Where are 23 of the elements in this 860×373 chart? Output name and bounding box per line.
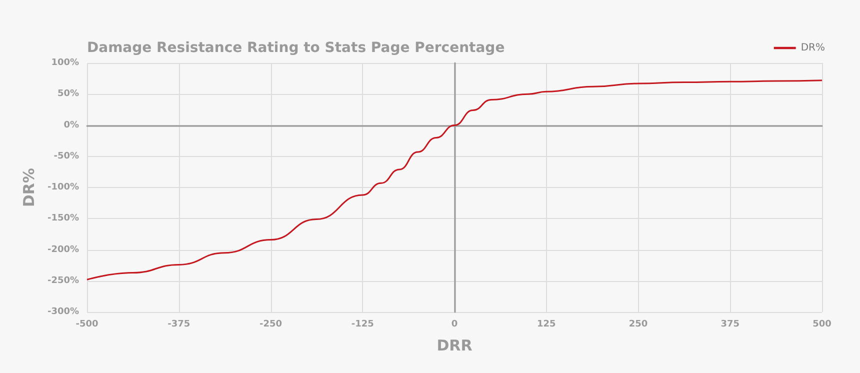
x-tick-label: -250	[259, 320, 282, 330]
x-tick-label: 500	[812, 320, 832, 330]
line-series	[86, 80, 823, 280]
y-tick-label: 50%	[57, 89, 79, 100]
y-tick-label: -50%	[54, 151, 79, 162]
x-axis-title: DRR	[436, 336, 473, 354]
x-tick-label: -375	[168, 320, 190, 330]
y-axis-title: DR%	[20, 168, 38, 208]
y-tick-label: -200%	[47, 244, 79, 255]
x-tick-label: -500	[76, 320, 98, 330]
chart-title: Damage Resistance Rating to Stats Page Percentage	[87, 40, 505, 56]
y-tick-label: -300%	[47, 307, 79, 317]
x-tick-label: 125	[536, 320, 556, 330]
x-tick-label: -125	[351, 320, 374, 330]
x-tick-label: 375	[720, 320, 740, 330]
x-tick-label: 250	[628, 320, 648, 330]
y-tick-label: 0%	[64, 120, 79, 130]
y-tick-label: -250%	[47, 276, 79, 286]
legend-label: DR%	[800, 42, 826, 54]
y-tick-label: -150%	[47, 214, 79, 224]
y-tick-label: -100%	[47, 182, 79, 192]
y-tick-label: 100%	[51, 58, 79, 68]
x-tick-label: 0	[451, 320, 458, 330]
